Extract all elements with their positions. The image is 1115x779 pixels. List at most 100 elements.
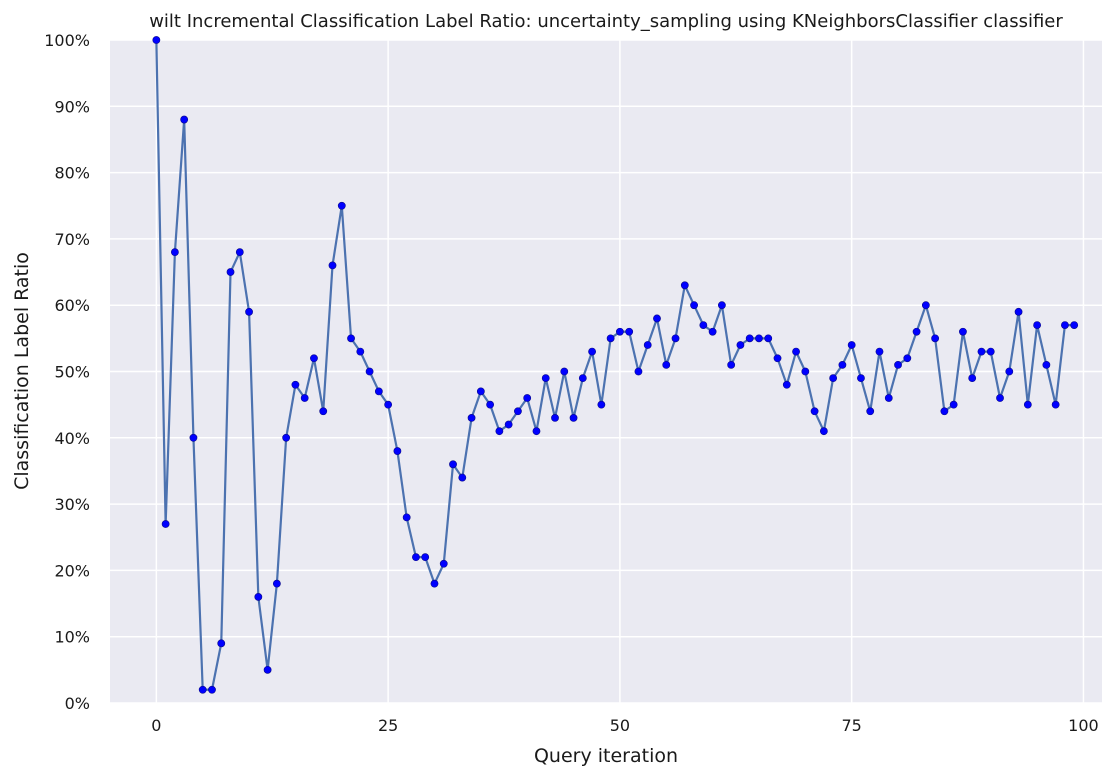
data-point	[560, 367, 569, 376]
y-tick-label: 100%	[44, 31, 90, 50]
data-point	[1061, 321, 1069, 329]
x-tick-label: 75	[842, 716, 862, 735]
data-point	[504, 420, 513, 429]
series-line	[155, 39, 1075, 691]
data-point	[588, 347, 596, 356]
data-point	[319, 407, 328, 416]
data-point	[486, 400, 495, 409]
data-point	[653, 314, 661, 323]
data-point	[356, 347, 365, 356]
data-point	[616, 327, 624, 336]
data-point	[495, 427, 504, 436]
data-point	[931, 334, 940, 343]
data-point	[1005, 367, 1014, 376]
y-axis-label: Classification Label Ratio	[11, 252, 33, 490]
data-point	[412, 553, 420, 562]
data-point	[912, 327, 921, 336]
x-tick-label: 0	[151, 716, 161, 735]
data-point	[578, 374, 587, 383]
data-point	[810, 407, 819, 416]
data-point	[773, 354, 782, 363]
data-point	[986, 347, 995, 356]
data-point	[968, 374, 977, 383]
data-point	[1014, 307, 1023, 316]
data-point	[736, 341, 745, 349]
data-point	[894, 360, 902, 369]
data-point	[996, 394, 1004, 402]
data-point	[291, 380, 300, 389]
data-point	[393, 447, 402, 455]
data-point	[782, 380, 791, 389]
data-point	[189, 433, 198, 442]
data-point	[263, 665, 272, 674]
chart-title: wilt Incremental Classification Label Ra…	[149, 11, 1063, 32]
data-point	[792, 347, 800, 356]
y-tick-label: 10%	[54, 628, 90, 647]
data-point	[374, 387, 383, 396]
data-point	[819, 427, 828, 436]
data-point	[690, 301, 698, 310]
x-tick-label: 50	[610, 716, 630, 735]
data-point	[717, 301, 726, 310]
y-tick-label: 90%	[54, 97, 90, 116]
series-layer	[152, 36, 1079, 694]
data-point	[198, 685, 207, 694]
y-tick-label: 20%	[54, 561, 90, 580]
data-point	[402, 513, 411, 522]
data-point	[152, 36, 161, 44]
data-point	[328, 261, 337, 270]
data-point	[977, 347, 986, 356]
data-point	[875, 347, 884, 356]
data-point	[597, 400, 606, 409]
data-point	[884, 394, 893, 402]
y-tick-label: 70%	[54, 230, 90, 249]
data-point	[829, 374, 838, 383]
data-point	[643, 341, 652, 349]
data-point	[272, 579, 281, 588]
data-point	[254, 593, 263, 601]
data-point	[847, 341, 856, 349]
data-point	[300, 394, 309, 402]
data-point	[449, 460, 457, 469]
data-point	[217, 639, 226, 648]
data-point	[949, 400, 958, 409]
data-point	[727, 360, 736, 369]
data-point	[959, 327, 967, 336]
data-point	[745, 334, 754, 343]
data-point	[1070, 321, 1079, 329]
tick-labels: 0% 10% 20% 30% 40% 50% 60% 70% 80% 90% 100% 0 25 50 75…	[44, 31, 1098, 735]
data-point	[421, 553, 430, 562]
data-point	[634, 367, 643, 376]
data-point	[161, 520, 170, 528]
data-point	[430, 579, 439, 588]
data-point	[467, 414, 476, 422]
data-point	[365, 367, 374, 376]
data-point	[180, 115, 189, 124]
data-point	[551, 414, 559, 422]
y-tick-label: 80%	[54, 164, 90, 183]
data-point	[282, 433, 291, 442]
x-tick-label: 100	[1068, 716, 1099, 735]
data-point	[1023, 400, 1032, 409]
data-point	[662, 360, 671, 369]
y-tick-label: 30%	[54, 495, 90, 514]
data-point	[680, 281, 689, 290]
data-point	[208, 685, 216, 694]
data-point	[541, 374, 550, 383]
data-point	[514, 407, 522, 416]
data-point	[755, 334, 763, 343]
data-point	[838, 360, 847, 369]
data-point	[699, 321, 708, 329]
data-point	[523, 394, 532, 402]
data-point	[347, 334, 355, 343]
data-point	[940, 407, 949, 416]
data-point	[569, 414, 578, 422]
data-point	[606, 334, 615, 343]
data-point	[476, 387, 485, 396]
y-tick-label: 0%	[65, 694, 90, 713]
data-point	[1051, 400, 1060, 409]
data-point	[170, 248, 179, 257]
data-point	[532, 427, 541, 436]
data-point	[671, 334, 680, 343]
